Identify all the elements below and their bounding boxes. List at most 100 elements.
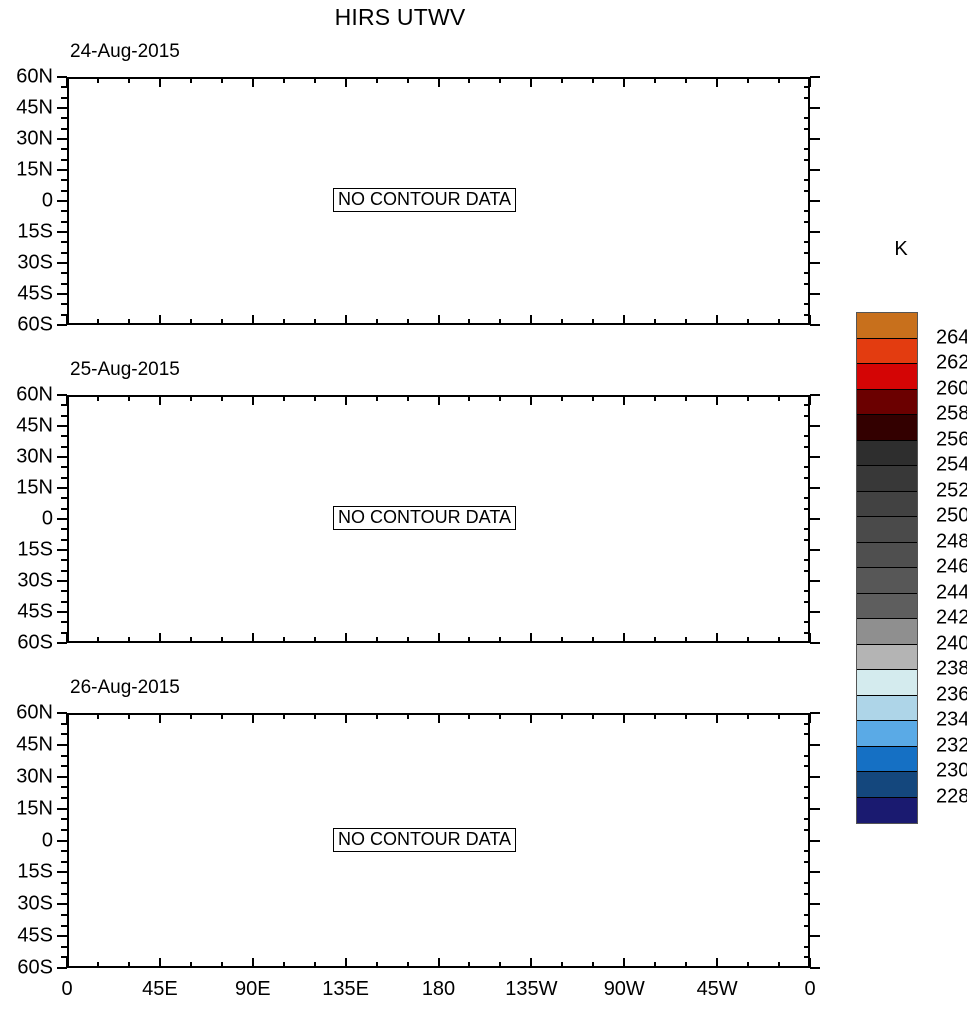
y-axis-label: 15S — [17, 860, 53, 883]
x-axis-tick — [809, 315, 811, 325]
colorbar-tick-label: 232 — [936, 734, 967, 756]
x-axis-minor-tick — [127, 319, 130, 325]
y-axis-label: 60N — [16, 383, 53, 406]
x-axis-tick-top — [530, 713, 533, 723]
y-axis-tick-right — [810, 425, 820, 427]
x-axis-tick — [623, 315, 626, 325]
x-axis-minor-tick — [685, 637, 688, 643]
colorbar-cell — [857, 721, 917, 747]
x-axis-minor-tick-top — [189, 713, 192, 719]
y-axis-tick-right — [810, 138, 820, 140]
x-axis-label: 135E — [322, 978, 369, 1000]
y-axis-tick — [57, 580, 67, 582]
x-axis-minor-tick — [499, 319, 502, 325]
y-axis-minor-tick-right — [804, 828, 810, 831]
x-axis-minor-tick-top — [220, 395, 223, 401]
x-axis-tick — [251, 633, 254, 643]
y-axis-tick — [57, 200, 67, 202]
y-axis-minor-tick — [61, 148, 67, 151]
y-axis-minor-tick-right — [804, 282, 810, 285]
colorbar-tick-label: 228 — [936, 785, 967, 807]
x-axis-minor-tick-top — [406, 713, 409, 719]
x-axis-minor-tick — [561, 962, 564, 968]
y-axis-label: 45S — [17, 600, 53, 623]
x-axis-minor-tick — [282, 319, 285, 325]
x-axis-tick — [437, 315, 440, 325]
y-axis-label: 60S — [17, 956, 53, 979]
y-axis-tick-right — [810, 743, 820, 746]
y-axis-label: 15N — [16, 158, 53, 181]
y-axis-label: 60N — [16, 65, 53, 88]
x-axis-tick — [344, 633, 347, 643]
y-axis-tick — [57, 518, 67, 520]
y-axis-minor-tick-right — [804, 924, 810, 927]
x-axis-minor-tick-top — [313, 77, 316, 83]
x-axis-tick-top — [66, 77, 68, 87]
y-axis-tick — [57, 324, 67, 326]
x-axis-minor-tick — [406, 319, 409, 325]
x-axis-tick-top — [66, 713, 68, 723]
y-axis-minor-tick-right — [804, 818, 810, 821]
x-axis-minor-tick-top — [685, 713, 688, 719]
y-axis-tick-right — [810, 200, 820, 202]
y-axis-tick — [57, 903, 67, 906]
y-axis-minor-tick — [61, 850, 67, 853]
y-axis-minor-tick — [61, 313, 67, 316]
y-axis-tick — [57, 293, 67, 295]
y-axis-minor-tick — [61, 559, 67, 562]
x-axis-tick — [623, 958, 626, 968]
colorbar[interactable] — [856, 312, 918, 824]
x-axis-tick — [344, 958, 347, 968]
x-axis-minor-tick — [499, 637, 502, 643]
x-axis-minor-tick — [127, 962, 130, 968]
x-axis-minor-tick-top — [747, 395, 750, 401]
y-axis-tick — [57, 549, 67, 551]
y-axis-minor-tick-right — [804, 797, 810, 799]
y-axis-minor-tick-right — [804, 786, 810, 789]
x-axis-minor-tick — [406, 962, 409, 968]
x-axis-tick-top — [344, 77, 347, 87]
map-panel[interactable]: 60N 45N 30N 15N 0 15S 30S 45S 60S NO CONTOUR DATA — [16, 66, 820, 336]
x-axis-tick-top — [809, 713, 811, 723]
x-axis-tick — [251, 315, 254, 325]
x-axis-minor-tick-top — [282, 77, 285, 83]
y-axis-label: 45N — [16, 414, 53, 437]
y-axis-label: 30N — [16, 127, 53, 150]
x-axis-minor-tick — [96, 637, 99, 643]
colorbar-cell — [857, 797, 917, 823]
map-panel[interactable]: 60N 45N 30N 15N 0 15S 30S 45S 60S NO CONTOUR DATA — [16, 384, 820, 654]
x-axis-minor-tick-top — [127, 395, 130, 401]
x-axis-label: 0 — [61, 978, 73, 1000]
x-axis-minor-tick — [778, 319, 781, 325]
y-axis-tick — [57, 231, 67, 233]
y-axis-minor-tick-right — [804, 507, 810, 510]
y-axis-minor-tick — [61, 476, 67, 479]
colorbar-unit-label: K — [894, 238, 908, 260]
y-axis-tick — [57, 456, 67, 458]
x-axis-minor-tick-top — [282, 713, 285, 719]
y-axis-minor-tick — [61, 860, 67, 863]
x-axis-tick-top — [437, 713, 440, 723]
x-axis-tick — [716, 315, 719, 325]
x-axis-minor-tick — [747, 637, 750, 643]
map-panel[interactable]: 60N 45N 30N 15N 0 15S 30S 45S 60S NO CONTOUR DATA — [16, 702, 820, 979]
y-axis-minor-tick — [61, 96, 67, 99]
x-axis-label: 90E — [234, 978, 271, 1000]
x-axis-minor-tick — [220, 962, 223, 968]
y-axis-minor-tick-right — [804, 127, 810, 130]
x-axis-minor-tick-top — [189, 77, 192, 83]
x-axis-minor-tick-top — [127, 77, 130, 83]
y-axis-minor-tick — [61, 945, 67, 948]
y-axis-tick — [57, 712, 67, 714]
y-axis-minor-tick-right — [804, 631, 810, 634]
x-axis-minor-tick-top — [561, 395, 564, 401]
x-axis-minor-tick-top — [282, 395, 285, 401]
colorbar-cell — [857, 746, 917, 772]
x-axis-minor-tick — [127, 637, 130, 643]
x-axis-minor-tick — [313, 637, 316, 643]
y-axis-minor-tick — [61, 797, 67, 799]
y-axis-tick-right — [810, 107, 820, 109]
x-axis-tick — [66, 633, 68, 643]
y-axis-minor-tick-right — [804, 189, 810, 192]
x-axis-tick — [437, 958, 440, 968]
